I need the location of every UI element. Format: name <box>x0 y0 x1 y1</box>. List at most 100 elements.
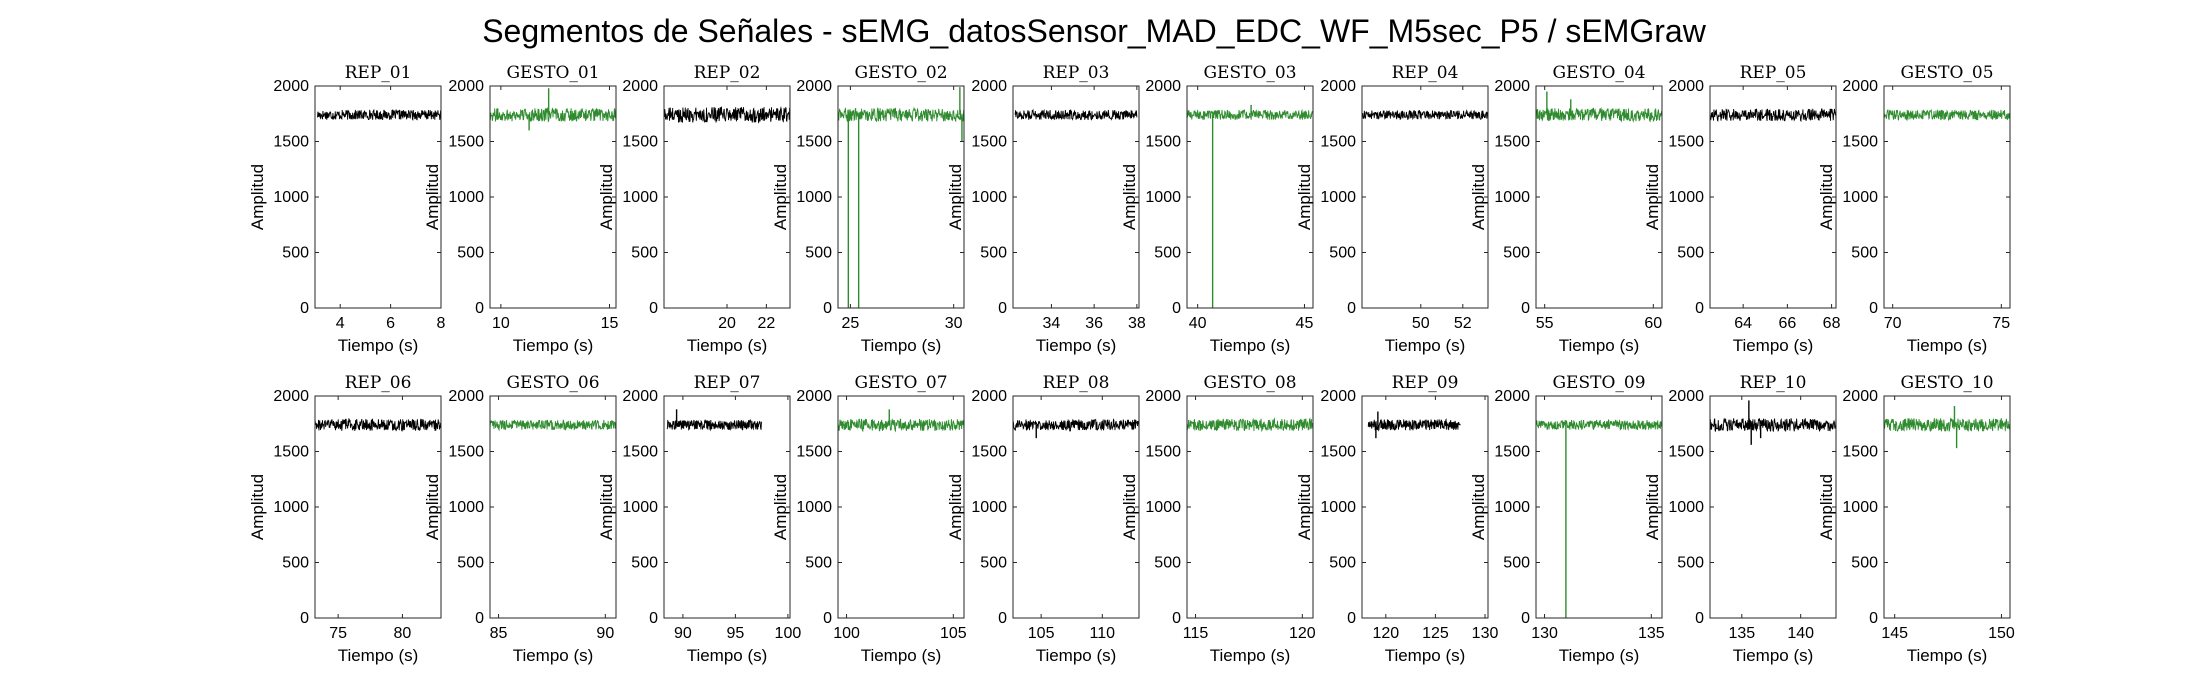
y-axis-label: Amplitud <box>248 164 267 230</box>
y-tick-label: 500 <box>1503 245 1530 262</box>
x-tick-label: 25 <box>841 315 859 332</box>
y-axis-label: Amplitud <box>1469 474 1488 540</box>
y-tick-label: 1000 <box>796 499 832 516</box>
y-tick-label: 2000 <box>273 78 309 95</box>
subplot-rep-06: REP_06 0 500 1000 1500 2000 75 80 Tiempo (s) Ampl… <box>248 373 442 665</box>
y-tick-label: 1000 <box>971 499 1007 516</box>
y-axis-label: Amplitud <box>1469 164 1488 230</box>
y-tick-label: 500 <box>1677 245 1704 262</box>
subplot-title: REP_06 <box>345 373 412 393</box>
y-tick-label: 1000 <box>1145 189 1181 206</box>
subplot-gesto-01: GESTO_01 0 500 1000 1500 2000 10 15 Tiempo (s) Am… <box>423 63 618 355</box>
subplot-rep-10: REP_10 0 500 1000 1500 2000 135 140 Tiempo (s) Am… <box>1643 373 1837 665</box>
subplot-title: REP_10 <box>1740 373 1807 393</box>
x-tick-label: 55 <box>1536 315 1554 332</box>
y-tick-label: 500 <box>282 245 309 262</box>
y-axis-label: Amplitud <box>597 474 616 540</box>
y-axis-label: Amplitud <box>1295 474 1314 540</box>
subplot-title: GESTO_08 <box>1203 373 1296 393</box>
y-axis-label: Amplitud <box>1643 164 1662 230</box>
figure-title: Segmentos de Señales - sEMG_datosSensor_… <box>482 13 1707 49</box>
x-tick-label: 40 <box>1189 315 1207 332</box>
y-tick-label: 500 <box>980 245 1007 262</box>
x-tick-label: 8 <box>437 315 446 332</box>
x-axis-label: Tiempo (s) <box>513 336 594 355</box>
y-tick-label: 2000 <box>1145 78 1181 95</box>
y-axis-label: Amplitud <box>1817 164 1836 230</box>
y-axis-label: Amplitud <box>1817 474 1836 540</box>
y-tick-label: 500 <box>631 245 658 262</box>
x-tick-label: 105 <box>940 625 967 642</box>
signal-line <box>1187 108 1313 121</box>
y-tick-label: 2000 <box>1320 388 1356 405</box>
y-tick-label: 500 <box>805 245 832 262</box>
subplot-title: GESTO_10 <box>1900 373 1993 393</box>
x-tick-label: 140 <box>1787 625 1814 642</box>
signal-line <box>1536 418 1662 432</box>
x-tick-label: 130 <box>1472 625 1499 642</box>
x-tick-label: 45 <box>1296 315 1314 332</box>
y-tick-label: 1500 <box>1145 134 1181 151</box>
signal-line <box>1367 418 1461 432</box>
x-tick-label: 135 <box>1728 625 1755 642</box>
y-tick-label: 2000 <box>622 388 658 405</box>
y-tick-label: 1000 <box>1668 189 1704 206</box>
y-tick-label: 0 <box>998 610 1007 627</box>
x-tick-label: 64 <box>1734 315 1752 332</box>
x-tick-label: 10 <box>492 315 510 332</box>
x-tick-label: 22 <box>757 315 775 332</box>
x-tick-label: 70 <box>1884 315 1902 332</box>
y-tick-label: 0 <box>1172 610 1181 627</box>
x-tick-label: 130 <box>1531 625 1558 642</box>
signal-line <box>1884 108 2010 122</box>
x-tick-label: 75 <box>1992 315 2010 332</box>
y-tick-label: 2000 <box>971 388 1007 405</box>
y-tick-label: 1000 <box>273 189 309 206</box>
signal-line <box>1014 108 1138 121</box>
y-tick-label: 0 <box>475 300 484 317</box>
y-tick-label: 1000 <box>1842 499 1878 516</box>
subplot-title: GESTO_03 <box>1203 63 1296 83</box>
x-tick-label: 150 <box>1988 625 2015 642</box>
y-tick-label: 1500 <box>1494 444 1530 461</box>
y-tick-label: 0 <box>1521 300 1530 317</box>
subplot-title: REP_01 <box>345 63 412 83</box>
y-tick-label: 1500 <box>448 134 484 151</box>
x-tick-label: 100 <box>775 625 802 642</box>
subplot-gesto-07: GESTO_07 0 500 1000 1500 2000 100 105 Tiempo (s)… <box>771 373 967 665</box>
subplot-title: GESTO_05 <box>1900 63 1993 83</box>
x-tick-label: 6 <box>386 315 395 332</box>
y-tick-label: 2000 <box>796 388 832 405</box>
subplot-title: GESTO_07 <box>854 373 947 393</box>
y-tick-label: 0 <box>1347 300 1356 317</box>
subplot-rep-05: REP_05 0 500 1000 1500 2000 64 66 68 Tiempo (s) Am… <box>1643 63 1841 355</box>
y-tick-label: 1000 <box>1668 499 1704 516</box>
y-tick-label: 0 <box>300 300 309 317</box>
x-tick-label: 135 <box>1638 625 1665 642</box>
subplot-title: GESTO_06 <box>506 373 599 393</box>
y-tick-label: 2000 <box>1842 78 1878 95</box>
x-tick-label: 105 <box>1028 625 1055 642</box>
x-tick-label: 145 <box>1881 625 1908 642</box>
y-tick-label: 2000 <box>1494 388 1530 405</box>
y-tick-label: 1000 <box>1320 189 1356 206</box>
subplot-rep-02: REP_02 0 500 1000 1500 2000 20 22 Tiempo (s) Ampl… <box>597 63 791 355</box>
y-axis-label: Amplitud <box>771 164 790 230</box>
subplot-rep-01: REP_01 0 500 1000 1500 2000 4 6 8 Tiempo (s) Ampli… <box>248 63 446 355</box>
x-tick-label: 36 <box>1085 315 1103 332</box>
y-axis-label: Amplitud <box>946 164 965 230</box>
y-tick-label: 1500 <box>796 134 832 151</box>
subplot-gesto-09: GESTO_09 0 500 1000 1500 2000 130 135 Tiempo (s)… <box>1469 373 1665 665</box>
y-tick-label: 1000 <box>796 189 832 206</box>
x-tick-label: 115 <box>1183 625 1209 642</box>
subplot-rep-08: REP_08 0 500 1000 1500 2000 105 110 Tiempo (s) Am… <box>946 373 1140 665</box>
x-tick-label: 80 <box>394 625 412 642</box>
subplot-gesto-03: GESTO_03 0 500 1000 1500 2000 40 45 Tiempo (s) Am… <box>1120 63 1314 355</box>
y-tick-label: 500 <box>1154 245 1181 262</box>
x-axis-label: Tiempo (s) <box>338 646 419 665</box>
x-axis-label: Tiempo (s) <box>1036 646 1117 665</box>
y-tick-label: 1000 <box>971 189 1007 206</box>
y-tick-label: 1500 <box>273 134 309 151</box>
